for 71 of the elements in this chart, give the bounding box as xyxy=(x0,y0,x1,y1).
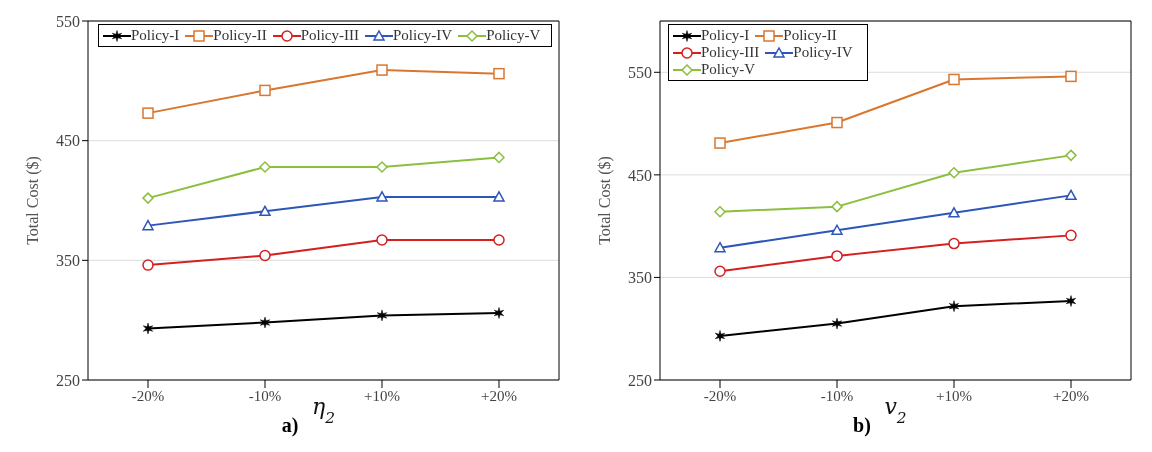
y-axis-title: Total Cost ($) xyxy=(23,156,42,245)
point xyxy=(1065,189,1077,201)
legend-label: Policy-III xyxy=(700,44,760,61)
point xyxy=(831,224,843,235)
legend-label: Policy-III xyxy=(299,27,359,44)
point xyxy=(142,192,154,204)
y-tick-label: 550 xyxy=(628,63,652,81)
point xyxy=(714,241,726,253)
point xyxy=(1065,70,1077,83)
x-axis-title: v$_{2}$ xyxy=(884,394,907,427)
point xyxy=(376,64,388,76)
point xyxy=(259,249,271,262)
point xyxy=(493,67,505,80)
point xyxy=(948,73,960,86)
point xyxy=(493,191,505,202)
x-tick-label: -20% xyxy=(131,387,165,404)
point xyxy=(714,137,726,149)
y-tick-label: 550 xyxy=(56,12,80,30)
point xyxy=(142,259,154,271)
point xyxy=(259,84,271,97)
x-tick-label: +20% xyxy=(481,387,517,404)
legend-label: Policy-II xyxy=(782,27,837,44)
y-tick-label: 450 xyxy=(56,132,80,150)
point xyxy=(142,322,154,335)
point xyxy=(1065,229,1077,242)
point xyxy=(831,116,843,129)
y-tick-label: 450 xyxy=(628,166,652,184)
x-tick-label: -10% xyxy=(820,387,854,404)
x-tick-label: +20% xyxy=(1053,387,1089,404)
point xyxy=(831,317,843,330)
text: b) xyxy=(853,414,871,436)
point xyxy=(493,151,505,164)
y-tick-label: 350 xyxy=(56,252,80,270)
point xyxy=(1065,149,1077,162)
y-tick-label: 250 xyxy=(628,371,652,389)
point xyxy=(948,167,960,179)
point xyxy=(493,234,505,246)
point xyxy=(376,161,388,173)
x-axis-title: η$_{2}$ xyxy=(312,394,335,427)
x-tick-label: -20% xyxy=(703,387,737,404)
point xyxy=(714,206,726,218)
legend-label: Policy-V xyxy=(700,61,756,78)
point xyxy=(142,219,154,231)
y-tick-label: 250 xyxy=(56,371,80,389)
point xyxy=(376,309,388,322)
point xyxy=(259,205,271,217)
y-axis-title: Total Cost ($) xyxy=(595,156,614,245)
point xyxy=(1065,295,1077,307)
point xyxy=(259,316,271,329)
legend-label: Policy-V xyxy=(485,27,541,44)
point xyxy=(714,330,726,342)
legend-label: Policy-II xyxy=(212,27,267,44)
legend-label: Policy-IV xyxy=(792,44,853,61)
y-tick-label: 350 xyxy=(628,269,652,287)
legend-label: Policy-IV xyxy=(392,27,453,44)
point xyxy=(376,191,388,202)
x-tick-label: +10% xyxy=(364,387,400,404)
point xyxy=(948,207,960,218)
point xyxy=(948,237,960,250)
point xyxy=(948,300,960,312)
text: a) xyxy=(281,414,299,436)
point xyxy=(831,250,843,262)
point xyxy=(259,161,271,173)
point xyxy=(831,200,843,213)
point xyxy=(142,107,154,119)
x-tick-label: -10% xyxy=(248,387,282,404)
x-tick-label: +10% xyxy=(936,387,972,404)
point xyxy=(714,265,726,278)
legend-label: Policy-I xyxy=(130,27,180,44)
legend-label: Policy-I xyxy=(700,27,750,44)
point xyxy=(493,307,505,319)
